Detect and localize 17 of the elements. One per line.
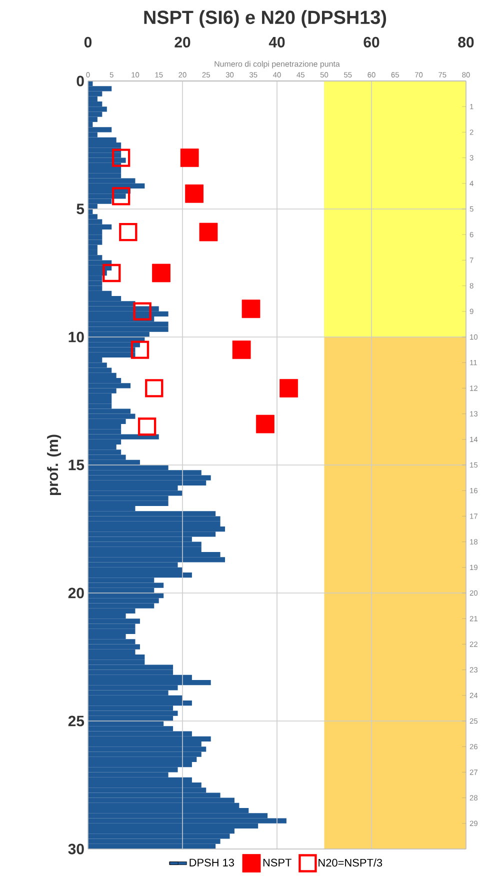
chart-title: NSPT (SI6) e N20 (DPSH13) <box>144 10 386 28</box>
legend-label: NSPT <box>263 858 292 866</box>
y-tick-label: 30 <box>68 844 84 854</box>
y-tick-label: 0 <box>76 76 84 86</box>
x-tick-label: 60 <box>364 36 380 48</box>
y-tick-label: 5 <box>76 204 84 214</box>
x-tick-label: 40 <box>268 36 285 48</box>
y-tick-label: 10 <box>68 332 84 342</box>
x-tick-label: 20 <box>174 36 190 48</box>
y-tick-label: 20 <box>68 588 84 598</box>
legend-label: DPSH 13 <box>190 858 234 866</box>
y-tick-label: 15 <box>68 460 84 470</box>
legend-label: N20=NSPT/3 <box>318 858 382 867</box>
x-tick-label: 0 <box>84 36 92 48</box>
x-tick-label: 80 <box>458 36 474 48</box>
y-axis-title: prof. (m) <box>47 434 62 496</box>
y-tick-label: 25 <box>68 716 84 726</box>
